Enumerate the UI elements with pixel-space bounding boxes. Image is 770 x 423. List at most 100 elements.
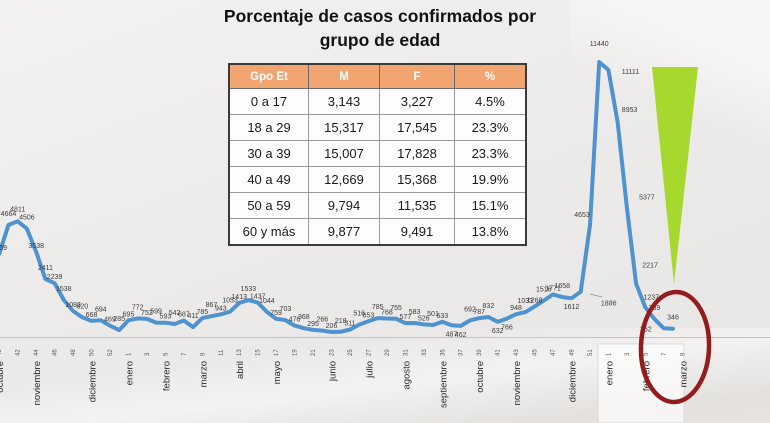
table-cell: 30 a 39 [228,140,309,167]
data-label: 867 [206,302,218,309]
table-cell: 0 a 17 [228,88,309,115]
data-label: 785 [196,309,208,316]
axis-week-label: 49 [570,349,576,356]
axis-week-label: 3 [625,352,631,356]
data-label: 1771 [545,285,561,292]
axis-week-label: 13 [237,349,243,356]
green-arrow-shape [652,67,698,284]
table-cell: 17,828 [379,140,455,167]
data-label: 501 [427,311,439,318]
data-label: 4506 [19,215,35,222]
data-label: 8953 [622,107,638,114]
axis-week-label: 23 [330,349,336,356]
data-label: 1044 [259,298,275,305]
data-label: 653 [363,312,375,319]
axis-week-label: 52 [108,349,114,356]
data-label: 599 [150,309,162,316]
age-group-table: Gpo Et M F % 0 a 17 3,143 3,227 4.5% 18 a 29… [228,63,527,246]
data-label: 948 [510,305,522,312]
table-row: 30 a 39 15,007 17,828 23.3% [228,140,527,167]
data-label: 577 [400,314,412,321]
column-header-m: M [308,63,380,89]
column-header-gpo-et: Gpo Et [228,63,309,89]
data-label: 820 [76,303,88,310]
table-cell: 23.3% [454,140,527,167]
data-label: 1886 [601,301,617,308]
axis-week-label: 19 [293,349,299,356]
cases-line-series [0,60,675,334]
data-label: 4664 [1,211,17,218]
table-cell: 12,669 [308,166,380,193]
data-label: 695 [123,311,135,318]
data-label: 411 [188,313,199,320]
axis-week-label: 44 [34,349,40,356]
data-label: 295 [307,321,319,328]
table-cell: 15,317 [308,114,380,141]
table-header-row: Gpo Et M F % [228,63,527,89]
column-header-pct: % [454,63,527,89]
data-label: 1237 [644,294,660,301]
table-cell: 13.8% [454,218,527,246]
axis-week-label: 1 [606,352,612,356]
table-cell: 17,545 [379,114,455,141]
data-label: 1533 [241,286,257,293]
data-label: 703 [280,306,292,313]
axis-month-label: septiembre [438,361,449,408]
slide-title-line1: Porcentaje de casos confirmados por [223,6,537,26]
table-cell: 23.3% [454,114,527,141]
data-label: 1437 [250,294,266,301]
axis-week-label: 48 [71,349,77,356]
axis-month-label: mayo [272,361,283,384]
data-label: 787 [473,309,485,316]
table-cell: 18 a 29 [228,114,309,141]
data-label: 311 [344,321,355,328]
label-leader-line [589,293,603,298]
data-label: 368 [298,314,310,321]
data-label: 943 [215,305,227,312]
data-label: 633 [436,313,448,320]
red-circle-annotation [638,289,712,405]
data-label: 772 [132,304,144,311]
data-labels-group: 2875345946644811450635382411223915381083… [0,41,679,339]
axis-month-label: octubre [475,361,486,393]
data-label: 759 [270,310,282,317]
axis-month-label: marzo [678,361,689,387]
table-cell: 15.1% [454,192,527,219]
axis-week-label: 7 [182,352,188,356]
data-label: 462 [455,332,467,339]
age-table-body: 0 a 17 3,143 3,227 4.5% 18 a 29 15,317 17,545 2… [228,88,527,246]
axis-week-label: 21 [311,349,317,356]
table-cell: 15,007 [308,140,380,167]
axis-week-label: 42 [16,349,22,356]
axis-week-label: 9 [680,352,686,356]
data-label: 593 [160,314,172,321]
data-label: 2239 [47,274,63,281]
data-label: 1413 [231,294,247,301]
data-label: 1083 [65,302,81,309]
axis-week-label: 35 [440,349,446,356]
data-label: 11440 [590,41,609,48]
axis-month-label: octubre [0,361,6,393]
table-row: 40 a 49 12,669 15,368 19.9% [228,166,527,193]
table-cell: 4.5% [454,88,527,115]
data-label: 206 [326,323,338,330]
axis-week-label: 1 [127,352,133,356]
data-label: 632 [492,328,504,335]
axis-week-label: 7 [662,352,668,356]
axis-week-label: 41 [496,349,502,356]
data-label: 362 [640,326,652,333]
axis-week-label: 47 [551,349,557,356]
data-label: 4811 [10,206,25,213]
data-label: 739 [649,305,661,312]
data-label: 469 [104,317,116,324]
table-row: 50 a 59 9,794 11,535 15.1% [228,192,527,219]
data-label: 487 [446,331,458,338]
data-label: 687 [178,312,190,319]
axis-month-label: febrero [161,361,172,391]
data-label: 1658 [555,283,571,290]
table-cell: 3,227 [379,88,455,115]
data-label: 542 [169,310,181,317]
data-label: 768 [381,310,393,317]
data-label: 218 [335,318,347,325]
